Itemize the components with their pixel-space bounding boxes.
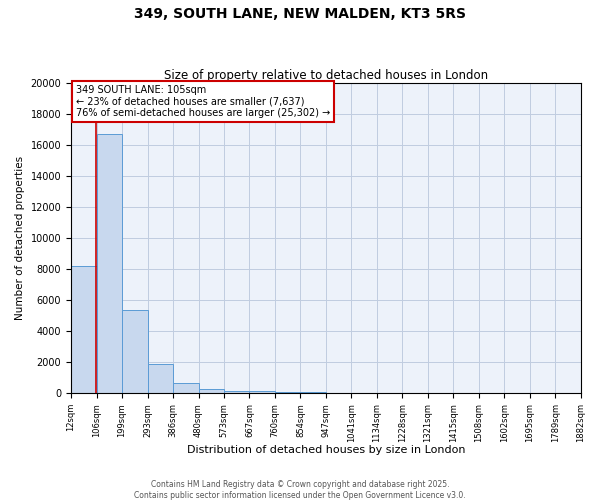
Y-axis label: Number of detached properties: Number of detached properties	[15, 156, 25, 320]
Text: 349 SOUTH LANE: 105sqm
← 23% of detached houses are smaller (7,637)
76% of semi-: 349 SOUTH LANE: 105sqm ← 23% of detached…	[76, 84, 331, 118]
Bar	[199, 389, 224, 394]
Bar	[275, 392, 301, 394]
Bar	[148, 364, 173, 394]
Bar	[250, 392, 275, 394]
Bar	[97, 134, 122, 394]
Text: Contains HM Land Registry data © Crown copyright and database right 2025.
Contai: Contains HM Land Registry data © Crown c…	[134, 480, 466, 500]
X-axis label: Distribution of detached houses by size in London: Distribution of detached houses by size …	[187, 445, 465, 455]
Title: Size of property relative to detached houses in London: Size of property relative to detached ho…	[164, 69, 488, 82]
Bar	[122, 310, 148, 394]
Text: 349, SOUTH LANE, NEW MALDEN, KT3 5RS: 349, SOUTH LANE, NEW MALDEN, KT3 5RS	[134, 8, 466, 22]
Bar	[224, 390, 250, 394]
Bar	[301, 392, 326, 394]
Bar	[71, 266, 97, 394]
Bar	[173, 384, 199, 394]
